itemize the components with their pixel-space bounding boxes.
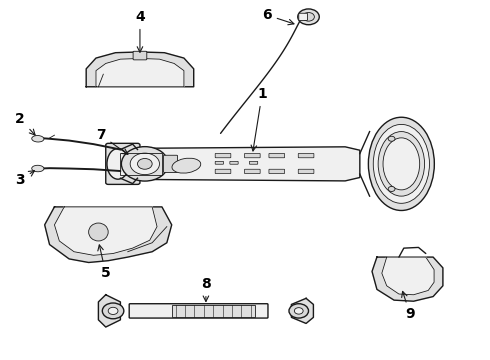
FancyBboxPatch shape (298, 153, 314, 158)
FancyBboxPatch shape (172, 305, 255, 317)
Polygon shape (292, 298, 314, 323)
Circle shape (102, 303, 124, 319)
FancyBboxPatch shape (133, 51, 147, 60)
Circle shape (138, 158, 152, 169)
Polygon shape (372, 257, 443, 301)
Circle shape (303, 13, 315, 21)
Text: 1: 1 (251, 87, 267, 151)
FancyBboxPatch shape (249, 161, 258, 164)
Circle shape (130, 153, 159, 175)
Ellipse shape (172, 158, 201, 173)
FancyBboxPatch shape (215, 153, 231, 158)
FancyBboxPatch shape (299, 13, 308, 21)
FancyBboxPatch shape (106, 143, 140, 184)
Polygon shape (86, 52, 194, 87)
Ellipse shape (32, 165, 44, 172)
Ellipse shape (32, 135, 44, 142)
Circle shape (289, 304, 309, 318)
Ellipse shape (89, 223, 108, 241)
Polygon shape (45, 207, 172, 262)
Circle shape (388, 136, 395, 141)
FancyBboxPatch shape (269, 153, 285, 158)
FancyBboxPatch shape (298, 169, 314, 174)
Text: 2: 2 (15, 112, 35, 135)
Ellipse shape (373, 125, 429, 203)
Polygon shape (54, 207, 157, 255)
Text: 9: 9 (402, 291, 415, 321)
Circle shape (294, 308, 303, 314)
FancyBboxPatch shape (129, 304, 268, 318)
Ellipse shape (383, 138, 419, 190)
FancyBboxPatch shape (230, 161, 238, 164)
Ellipse shape (378, 132, 424, 196)
Polygon shape (96, 58, 184, 87)
FancyBboxPatch shape (269, 169, 285, 174)
Text: 7: 7 (96, 128, 128, 154)
Text: 8: 8 (201, 277, 211, 301)
FancyBboxPatch shape (245, 153, 260, 158)
Text: 3: 3 (15, 171, 34, 187)
Circle shape (298, 9, 319, 25)
Polygon shape (382, 257, 434, 295)
FancyBboxPatch shape (245, 169, 260, 174)
Circle shape (388, 186, 395, 192)
Text: 6: 6 (262, 8, 294, 25)
Polygon shape (98, 295, 121, 327)
Ellipse shape (107, 149, 129, 179)
Text: 4: 4 (135, 10, 145, 52)
Polygon shape (108, 147, 360, 181)
Circle shape (122, 147, 168, 181)
Circle shape (108, 307, 118, 315)
FancyBboxPatch shape (215, 161, 223, 164)
FancyBboxPatch shape (163, 155, 177, 172)
Text: 5: 5 (98, 245, 111, 280)
FancyBboxPatch shape (215, 169, 231, 174)
Ellipse shape (368, 117, 434, 211)
